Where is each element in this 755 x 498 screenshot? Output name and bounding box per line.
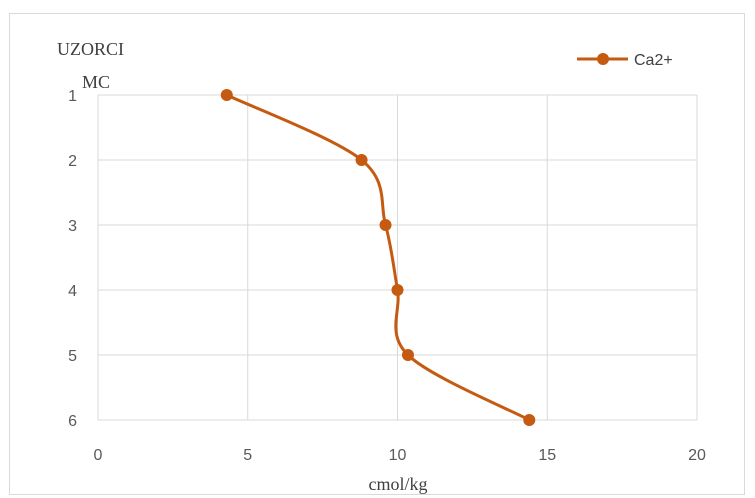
y-axis-label-line1: UZORCI <box>57 39 124 59</box>
x-axis-label: cmol/kg <box>369 474 428 494</box>
x-tick-label: 20 <box>688 447 706 464</box>
data-point-marker <box>379 219 392 231</box>
y-tick-label: 5 <box>68 348 77 365</box>
y-tick-label: 3 <box>68 218 77 235</box>
tick-labels: 0 5 10 15 20 1 2 3 4 5 6 <box>68 88 706 464</box>
y-tick-label: 6 <box>68 413 77 430</box>
series-line-ca2 <box>226 93 530 422</box>
data-point-marker <box>355 154 368 166</box>
y-tick-label: 1 <box>68 88 77 105</box>
x-tick-label: 5 <box>243 447 252 464</box>
y-tick-label: 4 <box>68 283 77 300</box>
y-tick-label: 2 <box>68 153 77 170</box>
data-point-marker <box>391 284 404 296</box>
legend-swatch-marker <box>597 53 609 65</box>
series-layer <box>220 89 536 426</box>
legend: Ca2+ <box>577 52 673 69</box>
chart-frame <box>9 13 745 495</box>
legend-label: Ca2+ <box>634 52 673 69</box>
grid-lines <box>97 94 698 421</box>
x-tick-label: 10 <box>389 447 407 464</box>
y-axis-label-line2: MC <box>82 72 110 92</box>
x-tick-label: 0 <box>94 447 103 464</box>
data-point-marker <box>401 349 414 361</box>
data-point-marker <box>523 414 536 426</box>
x-tick-label: 15 <box>538 447 556 464</box>
data-point-marker <box>220 89 233 101</box>
